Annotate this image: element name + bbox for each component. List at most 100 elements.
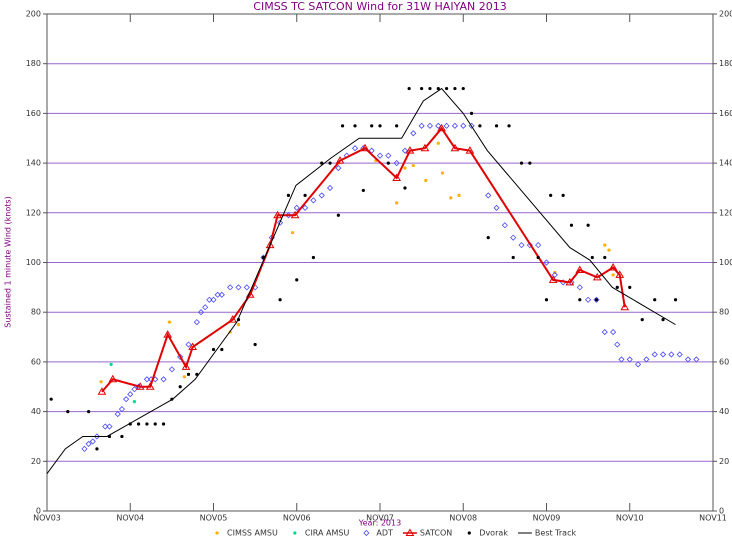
diamond-marker — [85, 440, 92, 447]
diamond-marker — [277, 219, 284, 226]
diamond-marker — [651, 351, 658, 358]
dot-marker — [561, 193, 565, 198]
dot-marker — [478, 124, 482, 128]
dot-marker — [420, 86, 424, 91]
dot-marker — [328, 161, 332, 165]
dot-marker — [293, 531, 297, 535]
dot-marker — [370, 124, 374, 128]
diamond-marker — [227, 284, 234, 291]
dot-marker — [66, 410, 70, 414]
dot-marker — [440, 171, 445, 175]
y-axis-label: Sustained 1 minute Wind (knots) — [4, 196, 13, 327]
diamond-marker — [160, 376, 167, 383]
legend-label: ADT — [376, 529, 393, 538]
dot-marker — [211, 347, 216, 352]
dot-marker — [607, 248, 611, 252]
y-tick-label: 20 — [31, 457, 41, 466]
legend-label: CIMSS AMSU — [227, 529, 278, 538]
legend-item: CIRA AMSU — [293, 529, 350, 538]
dot-marker — [436, 86, 440, 91]
diamond-marker — [535, 242, 542, 249]
dot-marker — [295, 278, 299, 282]
dot-marker — [453, 86, 457, 91]
diamond-marker — [435, 122, 442, 129]
diamond-marker — [510, 234, 517, 241]
diamond-marker — [443, 122, 450, 129]
y-tick-label: 160 — [26, 109, 41, 118]
dot-marker — [594, 298, 599, 302]
triangle-marker — [565, 277, 575, 286]
dot-marker — [120, 434, 124, 439]
triangle-marker — [273, 210, 282, 219]
dot-marker — [178, 385, 182, 389]
dot-marker — [136, 422, 141, 426]
diamond-marker — [518, 242, 525, 249]
diamond-marker — [635, 361, 642, 368]
triangle-marker — [575, 265, 585, 273]
dot-marker — [311, 255, 315, 260]
diamond-marker — [610, 329, 617, 336]
dot-marker — [603, 255, 607, 260]
legend-item: Dvorak — [467, 529, 508, 538]
triangle-marker — [405, 146, 415, 154]
x-axis-label: Year: 2013 — [358, 519, 401, 528]
diamond-marker — [426, 122, 434, 129]
legend-label: Dvorak — [479, 529, 508, 538]
diamond-marker — [601, 329, 608, 336]
diamond-marker — [81, 445, 88, 452]
legend-label: SATCON — [420, 529, 452, 538]
dot-marker — [220, 347, 224, 352]
diamond-marker — [102, 423, 109, 430]
diamond-marker — [551, 271, 558, 278]
diamond-marker — [168, 366, 175, 373]
dot-marker — [424, 178, 428, 183]
dot-marker — [161, 422, 166, 426]
diamond-marker — [214, 291, 221, 298]
diamond-marker — [293, 204, 300, 211]
diamond-marker — [668, 351, 675, 358]
diamond-marker — [376, 152, 384, 159]
diamond-marker — [185, 341, 192, 348]
diamond-marker — [543, 259, 550, 266]
triangle-marker — [108, 374, 118, 383]
diamond-marker — [418, 122, 425, 129]
y2-tick-label: 140 — [719, 159, 732, 168]
y-tick-label: 40 — [31, 407, 41, 416]
dot-marker — [167, 320, 171, 324]
y-tick-label: 120 — [26, 208, 41, 217]
diamond-marker — [302, 204, 309, 211]
x-tick-label: NOV05 — [200, 514, 228, 523]
dot-marker — [403, 166, 407, 170]
diamond-marker — [106, 423, 113, 430]
triangle-marker — [265, 240, 275, 249]
dot-marker — [528, 161, 532, 165]
dot-marker — [278, 298, 282, 302]
series-line — [46, 87, 676, 475]
dot-marker — [673, 298, 678, 302]
dot-marker — [253, 342, 257, 347]
diamond-marker — [593, 296, 600, 303]
y-tick-label: 80 — [31, 308, 41, 317]
legend-label: CIRA AMSU — [305, 529, 350, 538]
dot-marker — [336, 213, 340, 217]
triangle-marker — [608, 262, 618, 271]
triangle-marker — [228, 315, 238, 323]
y-tick-label: 100 — [26, 258, 41, 267]
diamond-marker — [614, 341, 621, 348]
dot-marker — [569, 223, 574, 227]
y-tick-label: 60 — [31, 357, 41, 366]
triangle-marker — [188, 342, 198, 350]
diamond-marker — [202, 304, 209, 311]
diamond-marker — [618, 356, 625, 363]
plot-frame — [46, 13, 714, 512]
triangle-marker — [420, 143, 430, 152]
dot-marker — [153, 422, 157, 426]
diamond-marker — [485, 192, 492, 199]
diamond-marker — [468, 122, 475, 129]
diamond-marker — [385, 152, 392, 159]
diamond-marker — [676, 351, 683, 358]
triangle-marker — [360, 143, 370, 152]
dot-marker — [486, 236, 490, 240]
